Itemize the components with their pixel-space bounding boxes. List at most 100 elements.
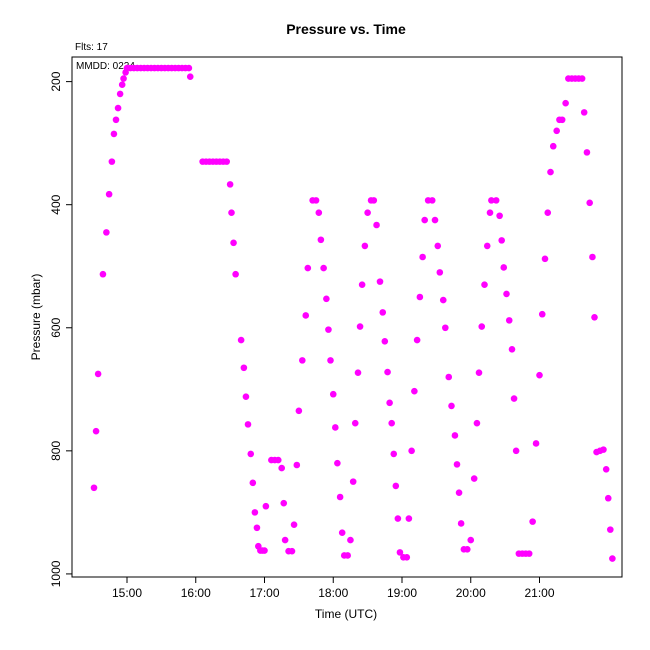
data-point	[312, 197, 320, 204]
data-point	[591, 314, 598, 321]
data-point	[436, 269, 444, 276]
data-point	[386, 399, 393, 407]
data-point	[185, 64, 193, 72]
data-point	[394, 515, 402, 522]
data-point	[376, 278, 384, 285]
data-point	[290, 521, 298, 528]
data-point	[116, 90, 124, 98]
data-point	[317, 236, 325, 244]
data-point	[299, 357, 306, 364]
data-point	[332, 424, 339, 431]
data-point	[94, 370, 102, 378]
data-point	[90, 484, 98, 492]
data-point	[586, 199, 593, 207]
data-point	[442, 324, 449, 332]
data-point	[251, 509, 259, 516]
data-point	[408, 447, 415, 455]
data-point	[419, 253, 426, 261]
data-point	[508, 346, 516, 353]
y-tick-label: 800	[49, 441, 63, 461]
data-point	[261, 547, 268, 554]
data-point	[445, 373, 453, 381]
data-point	[118, 81, 126, 88]
data-point	[486, 209, 494, 216]
x-tick-label: 17:00	[249, 586, 279, 600]
data-point	[347, 536, 354, 544]
data-point	[396, 549, 404, 556]
data-point	[609, 555, 616, 562]
y-tick-label: 1000	[49, 560, 63, 587]
data-point	[384, 368, 391, 376]
data-point	[473, 419, 481, 427]
data-point	[112, 116, 120, 124]
data-point	[498, 237, 505, 244]
data-point	[108, 158, 116, 165]
x-tick-label: 21:00	[524, 586, 554, 600]
data-point	[428, 197, 436, 204]
data-point	[274, 456, 282, 464]
data-point	[103, 229, 110, 236]
data-point	[439, 296, 447, 304]
data-point	[464, 546, 471, 553]
data-point	[405, 515, 413, 522]
x-axis-label: Time (UTC)	[315, 607, 377, 621]
data-point	[320, 264, 327, 272]
data-point	[226, 181, 234, 188]
data-point	[249, 479, 257, 487]
data-point	[293, 461, 301, 469]
data-point	[120, 75, 127, 82]
x-tick-label: 16:00	[181, 586, 211, 600]
data-point	[315, 209, 323, 216]
data-point	[92, 427, 100, 435]
x-axis: 15:00 16:00 17:00 18:00 19:00 20:00 21:00	[112, 577, 555, 600]
data-point	[496, 212, 503, 220]
data-point	[230, 239, 237, 247]
data-point	[547, 168, 554, 176]
data-point	[467, 536, 475, 544]
data-point	[411, 387, 418, 395]
data-point	[510, 395, 518, 402]
flights-count-label: Flts: 17	[75, 42, 108, 53]
mmdd-label: MMDD: 0224	[76, 61, 135, 72]
data-point	[390, 450, 398, 458]
data-point	[244, 421, 252, 428]
data-point	[503, 290, 510, 298]
data-point	[455, 489, 463, 496]
y-tick-label: 600	[49, 317, 63, 337]
data-point	[280, 499, 288, 507]
data-point	[403, 554, 411, 561]
data-point	[370, 197, 378, 204]
data-point	[186, 73, 194, 80]
data-point	[302, 312, 310, 319]
data-point	[529, 518, 536, 525]
data-point	[242, 393, 250, 400]
data-point	[338, 529, 346, 536]
data-point	[278, 464, 285, 472]
data-point	[105, 190, 113, 198]
data-point	[349, 478, 357, 485]
data-point	[483, 242, 491, 250]
data-point	[354, 369, 362, 376]
data-point	[525, 550, 533, 557]
data-point	[295, 407, 303, 415]
data-point	[532, 440, 540, 447]
data-point	[379, 309, 387, 316]
data-point	[512, 447, 520, 455]
data-point	[589, 253, 596, 261]
x-tick-label: 20:00	[456, 586, 486, 600]
data-point	[475, 369, 483, 376]
data-point	[492, 197, 500, 204]
data-point	[110, 130, 118, 138]
x-tick-label: 18:00	[318, 586, 348, 600]
data-point	[240, 364, 248, 372]
data-point	[583, 149, 591, 156]
data-point	[392, 482, 400, 490]
data-point	[325, 326, 332, 333]
data-point	[602, 466, 610, 473]
data-point	[421, 216, 428, 224]
data-point	[228, 209, 235, 216]
data-point	[336, 493, 344, 501]
data-point	[470, 475, 478, 482]
data-point	[600, 446, 607, 453]
